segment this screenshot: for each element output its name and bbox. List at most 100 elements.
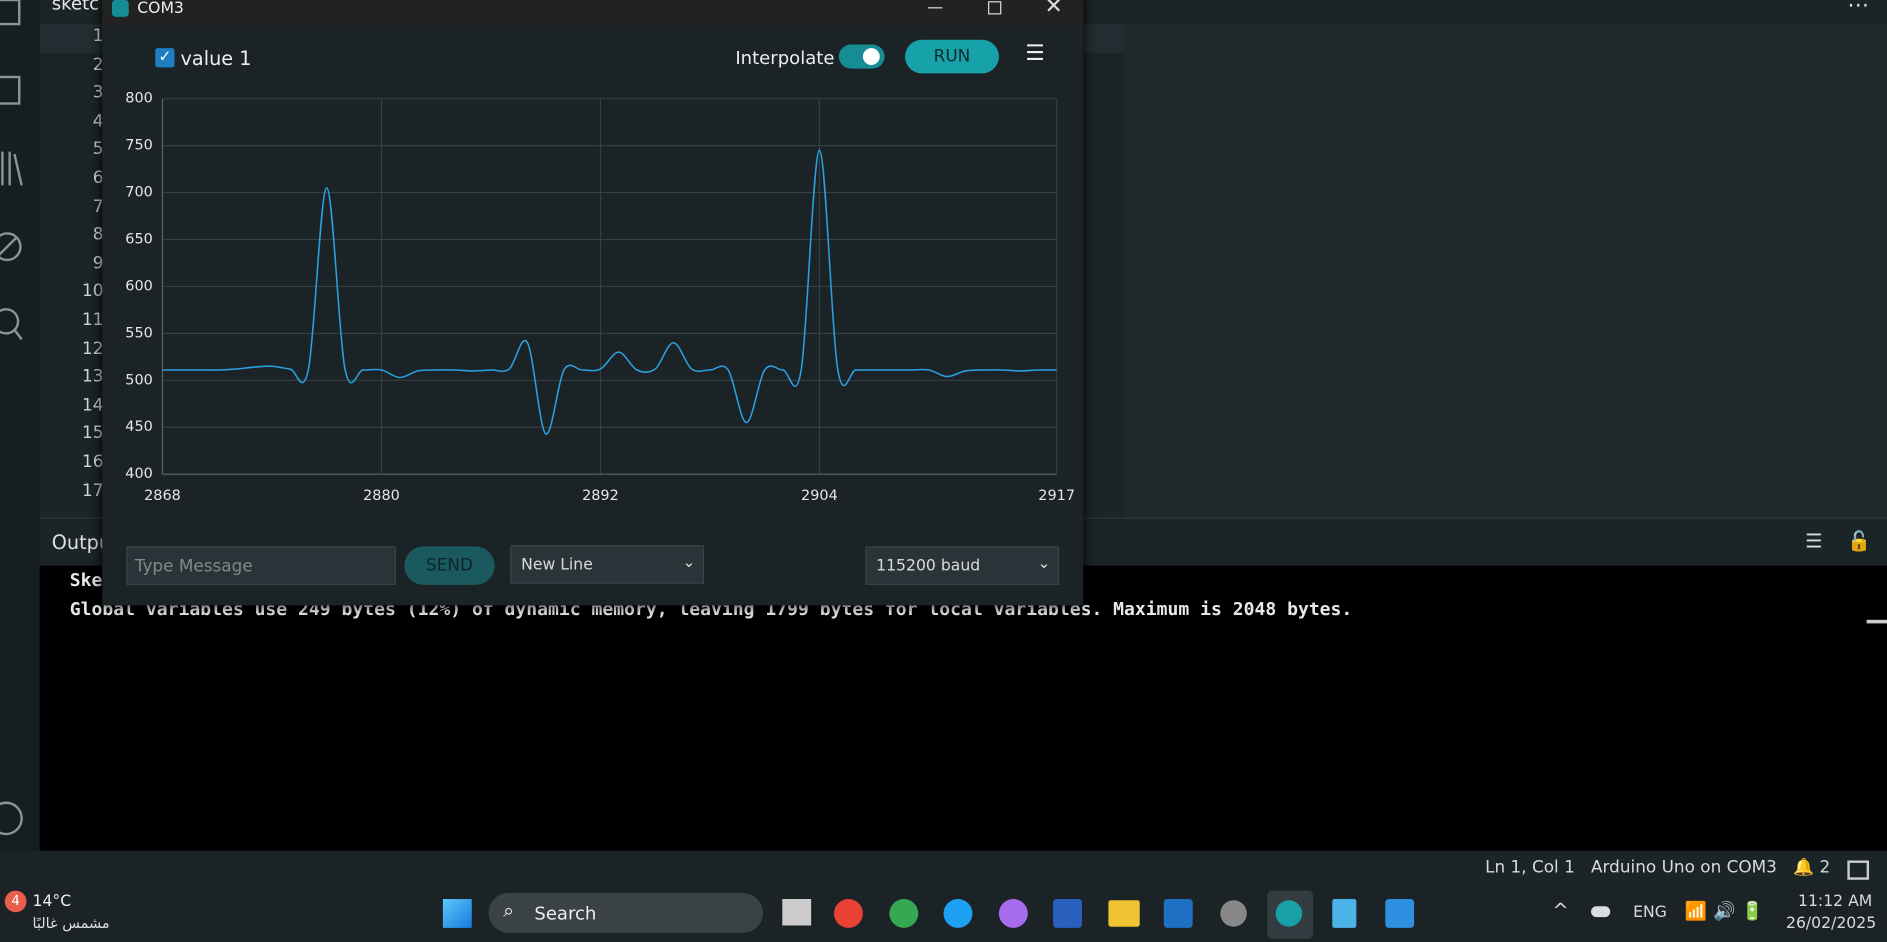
title-bar: COM3 ✕ — [102, 0, 1084, 26]
line-ending-value: New Line — [521, 556, 593, 575]
line-number: 15 — [82, 424, 104, 444]
outlook[interactable] — [1163, 899, 1193, 928]
line-numbers: 1 2 3 4 5 6 7 8 9 10 11 12 13 14 15 16 17 — [48, 26, 108, 519]
legend-label: value 1 — [180, 46, 252, 70]
onedrive[interactable] — [1591, 906, 1611, 918]
interpolate-label: Interpolate — [735, 46, 835, 69]
line-number: 17 — [82, 480, 104, 501]
start-button[interactable] — [442, 899, 472, 928]
photos[interactable] — [1385, 899, 1415, 928]
message-input[interactable]: Type Message — [126, 546, 396, 585]
edge[interactable] — [943, 899, 973, 928]
clock-date: 26/02/2025 — [1785, 914, 1877, 933]
tab-label: sketc — [51, 0, 100, 15]
x-tick-label: 2917 — [1038, 488, 1075, 504]
line-ending-select[interactable]: New Line ⌄ — [510, 545, 705, 584]
notification-number: 2 — [1819, 858, 1831, 878]
line-number: 3 — [92, 83, 104, 103]
legend-checkbox[interactable]: ✓ — [155, 48, 175, 68]
taskbar: 4 14°C مشمس غالبًا Search ⌕ ^ ENG 📶 🔊 🔋 1… — [0, 886, 1887, 942]
line-number: 8 — [92, 225, 104, 245]
line-number: 13 — [82, 367, 104, 387]
notepad[interactable] — [1332, 899, 1357, 928]
y-tick-label: 800 — [125, 91, 153, 107]
task-view[interactable] — [782, 899, 812, 926]
maximize[interactable] — [988, 1, 1002, 15]
sidebar-icons — [0, 0, 23, 836]
dropdown-arrow: ⌄ — [682, 553, 696, 572]
y-tick-label: 650 — [125, 231, 153, 247]
run-button[interactable]: RUN — [905, 39, 999, 74]
tray-icons[interactable]: 📶 🔊 🔋 — [1684, 900, 1764, 922]
data-line — [162, 149, 1057, 435]
settings[interactable] — [1220, 900, 1247, 927]
x-tick-label: 2868 — [144, 488, 181, 504]
clock-time: 11:12 AM — [1798, 892, 1873, 912]
line-number: 14 — [82, 395, 104, 415]
output-line: Ske — [69, 569, 103, 591]
weather-badge: 4 — [4, 890, 27, 913]
y-tick-label: 750 — [125, 138, 153, 154]
chrome[interactable] — [834, 899, 863, 928]
search-label: Search — [534, 902, 597, 925]
y-tick-label: 550 — [125, 325, 153, 341]
clear-button[interactable]: ☰ — [1025, 40, 1045, 67]
line-number: 5 — [92, 140, 104, 160]
word[interactable] — [1053, 899, 1082, 928]
chrome[interactable] — [889, 899, 919, 928]
scroll-thumb[interactable] — [1866, 619, 1887, 624]
plotter-window: COM3 ✕ ✓ value 1 Interpolate RUN ☰ 400 45… — [102, 0, 1084, 606]
arduino[interactable] — [1275, 900, 1303, 927]
plot: 400 450 500 550 600 650 700 750 800 2868 2880 2892 2… — [125, 91, 1075, 504]
send-button[interactable]: SEND — [404, 546, 495, 585]
line-number: 4 — [92, 111, 104, 131]
sidebar — [0, 0, 40, 851]
line-number: 10 — [82, 282, 104, 302]
explorer[interactable] — [1108, 900, 1140, 927]
temperature: 14°C — [32, 892, 72, 912]
y-tick-label: 450 — [125, 419, 153, 435]
line-number: 12 — [82, 338, 104, 359]
line-number: 16 — [82, 452, 104, 472]
dropdown-arrow: ⌄ — [1037, 554, 1051, 573]
y-tick-label: 600 — [125, 278, 153, 294]
line-number: 2 — [92, 54, 104, 75]
board-status: Arduino Uno on COM3 — [1591, 858, 1777, 878]
tray-arrow[interactable]: ^ — [1552, 899, 1569, 922]
close[interactable]: ✕ — [1044, 0, 1063, 20]
output-panel: Ske Global variables use 249 bytes (12%)… — [39, 565, 1887, 851]
window-title: COM3 — [137, 0, 184, 19]
search-box[interactable]: Search ⌕ — [488, 892, 764, 933]
line-number: 6 — [92, 168, 104, 188]
more-button[interactable]: ⋯ — [1847, 0, 1870, 19]
line-number: 11 — [82, 310, 104, 330]
toggle-knob — [862, 48, 880, 65]
notification-count[interactable]: 🔔 2 — [1793, 858, 1831, 878]
baud-select[interactable]: 115200 baud ⌄ — [865, 546, 1060, 585]
copilot[interactable] — [998, 899, 1028, 928]
clear-output[interactable]: ☰ — [1805, 529, 1823, 553]
cursor-position: Ln 1, Col 1 — [1485, 858, 1575, 878]
output-label: Outpu — [51, 530, 112, 554]
editor-area — [1125, 24, 1887, 518]
minimize[interactable] — [927, 7, 943, 9]
line-number: 7 — [92, 196, 104, 217]
weather-text: مشمس غالبًا — [32, 914, 110, 932]
app-icon — [111, 0, 129, 17]
panel-toggle[interactable] — [1847, 860, 1870, 880]
lock-output[interactable]: 🔓 — [1847, 529, 1872, 553]
search-icon: ⌕ — [503, 899, 514, 922]
y-tick-label: 400 — [125, 466, 153, 482]
taskbar-apps — [782, 890, 1415, 939]
x-tick-label: 2904 — [801, 488, 838, 504]
status-bar: Ln 1, Col 1 Arduino Uno on COM3 🔔 2 — [0, 850, 1887, 887]
interpolate-toggle[interactable] — [838, 44, 885, 69]
y-tick-label: 500 — [125, 372, 153, 388]
y-tick-label: 700 — [125, 185, 153, 201]
line-number: 9 — [92, 253, 104, 273]
language[interactable]: ENG — [1633, 903, 1667, 922]
line-number: 1 — [92, 26, 104, 46]
x-tick-label: 2892 — [582, 488, 619, 504]
